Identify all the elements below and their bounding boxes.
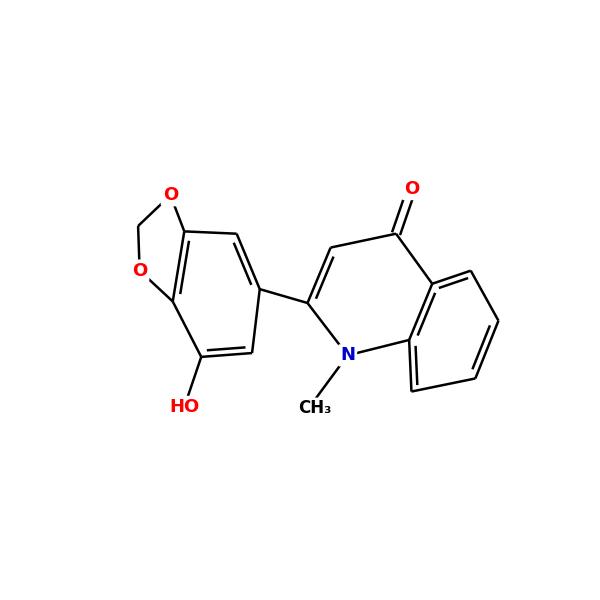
Text: N: N — [340, 346, 355, 364]
Text: HO: HO — [169, 398, 199, 416]
Text: O: O — [163, 186, 178, 204]
Text: O: O — [404, 180, 419, 198]
Text: O: O — [132, 262, 147, 280]
Text: CH₃: CH₃ — [299, 399, 332, 417]
